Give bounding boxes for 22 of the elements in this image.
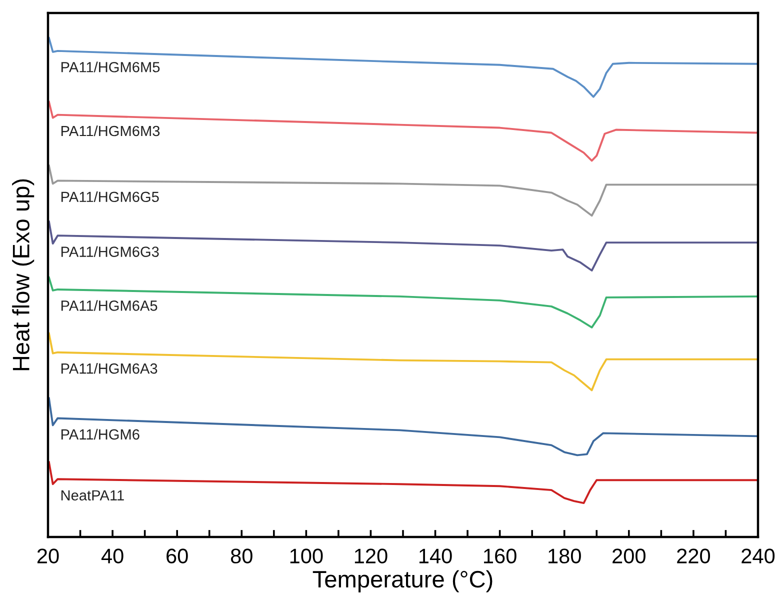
- x-tick-label: 60: [166, 548, 188, 564]
- x-tick-label: 240: [742, 548, 775, 564]
- series-label: PA11/HGM6G3: [61, 246, 159, 257]
- series-label: PA11/HGM6A3: [61, 363, 158, 374]
- x-tick-label: 100: [290, 548, 323, 564]
- x-tick-label: 120: [354, 548, 388, 564]
- series-label: PA11/HGM6G5: [61, 191, 159, 202]
- series-label: PA11/HGM6A5: [61, 300, 158, 311]
- series-label: PA11/HGM6M5: [61, 62, 160, 72]
- x-tick-label: 140: [419, 548, 452, 564]
- series-label: NeatPA11: [61, 490, 124, 500]
- series-label: PA11/HGM6: [61, 428, 140, 440]
- x-tick-label: 160: [484, 548, 516, 564]
- series-label: PA11/HGM6M3: [61, 125, 160, 136]
- x-tick-label: 180: [548, 548, 581, 564]
- x-tick-label: 40: [101, 548, 124, 564]
- x-tick-label: 20: [37, 548, 59, 564]
- y-axis-title: Heat flow (Exo up): [12, 179, 34, 370]
- x-tick-label: 80: [230, 548, 252, 564]
- x-axis-title: Temperature (°C): [312, 570, 492, 592]
- x-tick-label: 220: [677, 548, 710, 564]
- x-tick-label: 200: [612, 548, 646, 564]
